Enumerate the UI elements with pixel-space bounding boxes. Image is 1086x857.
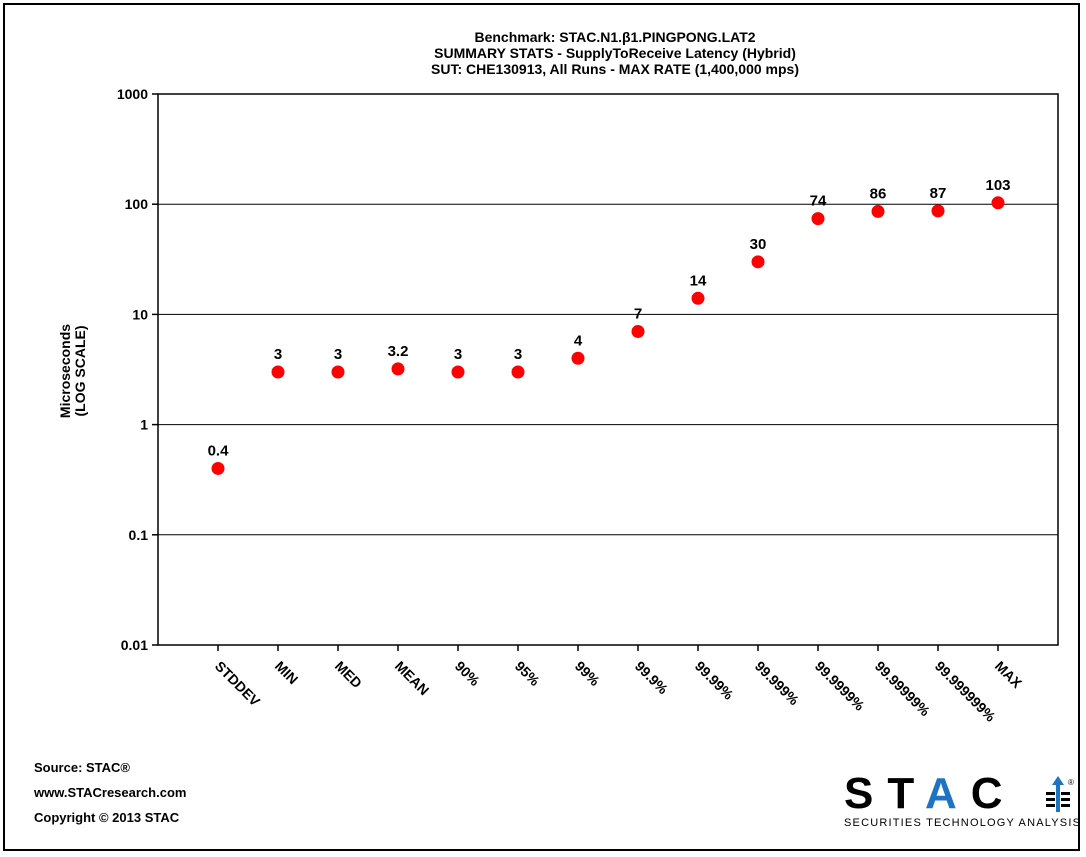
y-tick-label: 0.1: [129, 527, 149, 543]
x-tick-label: 99%: [572, 658, 604, 690]
data-point: [271, 365, 285, 379]
logo-tagline: SECURITIES TECHNOLOGY ANALYSIS CENTER: [844, 817, 1086, 829]
y-tick-label: 10: [132, 306, 148, 322]
data-label: 3.2: [388, 343, 409, 360]
data-label: 3: [334, 346, 342, 363]
data-point: [511, 365, 525, 379]
plot-area: [157, 93, 1059, 646]
data-label: 14: [690, 272, 707, 289]
y-tick-label: 100: [125, 196, 149, 212]
data-point: [811, 212, 825, 226]
chart-frame: [3, 3, 1080, 851]
y-axis-label: Microseconds (LOG SCALE): [57, 324, 88, 418]
data-label: 86: [870, 185, 887, 202]
logo-letter-t: T: [887, 769, 925, 818]
chart-title-line-2: SUMMARY STATS - SupplyToReceive Latency …: [434, 45, 796, 61]
chart-title: Benchmark: STAC.N1.β1.PINGPONG.LAT2 SUMM…: [431, 29, 799, 77]
source-note: Source: STAC® www.STACresearch.com Copyr…: [34, 755, 186, 830]
data-point: [211, 461, 225, 475]
data-label: 7: [634, 305, 642, 322]
data-label: 3: [514, 346, 522, 363]
y-tick-label: 1: [140, 417, 148, 433]
x-tick-label: 99.999999%: [932, 658, 999, 725]
data-label: 0.4: [208, 442, 230, 459]
data-point: [631, 324, 645, 338]
chart-title-line-3: SUT: CHE130913, All Runs - MAX RATE (1,4…: [431, 61, 799, 77]
y-tick-label: 1000: [117, 86, 148, 102]
data-point: [691, 291, 705, 305]
data-point: [571, 351, 585, 365]
data-label: 3: [274, 346, 282, 363]
x-tick-label: 99.9999%: [812, 658, 868, 714]
data-point: [931, 204, 945, 218]
logo-letter-a: A: [924, 769, 971, 818]
data-point: [451, 365, 465, 379]
y-axis-ticks: 0.01 0.1 1 10 100 1000: [117, 86, 158, 653]
data-point: [991, 196, 1005, 210]
x-tick-label: MED: [332, 658, 365, 691]
data-point: [751, 255, 765, 269]
grid-lines: [158, 203, 1058, 536]
y-axis-label-line-1: Microseconds: [57, 324, 73, 418]
logo-arrow-icon: [1046, 776, 1070, 812]
logo-wordmark: STAC: [844, 770, 1017, 818]
x-tick-label: 99.99%: [692, 658, 737, 703]
x-tick-label: 95%: [512, 658, 544, 690]
data-label: 30: [750, 236, 767, 253]
logo-letter-c: C: [970, 769, 1017, 818]
x-axis-ticks: STDDEV MIN MED MEAN 90% 95% 99% 99.9% 99.99% 99.9…: [212, 645, 1026, 725]
logo-letter-s: S: [844, 769, 888, 818]
data-label: 74: [810, 193, 827, 210]
x-tick-label: 99.99999%: [872, 658, 934, 720]
x-tick-label: STDDEV: [212, 658, 264, 710]
data-point: [331, 365, 345, 379]
data-labels: 0.4 3 3 3.2 3 3 4 7 14 30 74 86 87 103: [208, 177, 1011, 460]
data-label: 103: [985, 177, 1010, 194]
x-tick-label: 99.999%: [752, 658, 803, 709]
x-tick-label: MEAN: [392, 658, 432, 698]
chart-title-line-1: Benchmark: STAC.N1.β1.PINGPONG.LAT2: [474, 29, 755, 45]
x-tick-label: MAX: [992, 658, 1026, 692]
x-tick-label: 99.9%: [632, 658, 672, 698]
data-label: 87: [930, 185, 947, 202]
copyright-line: Copyright © 2013 STAC: [34, 810, 180, 825]
data-label: 3: [454, 346, 462, 363]
data-label: 4: [574, 332, 583, 349]
website-line: www.STACresearch.com: [34, 785, 187, 800]
data-point: [871, 204, 885, 218]
source-line: Source: STAC®: [34, 760, 131, 775]
data-points: [211, 196, 1005, 475]
stac-logo: STAC ® SECURITIES TECHNOLOGY ANALYSIS CE…: [838, 770, 1086, 830]
x-tick-label: 90%: [452, 658, 484, 690]
data-point: [391, 362, 405, 376]
x-tick-label: MIN: [272, 658, 301, 687]
y-tick-label: 0.01: [121, 637, 148, 653]
logo-registered-mark: ®: [1068, 778, 1074, 787]
y-axis-label-line-2: (LOG SCALE): [72, 326, 88, 417]
